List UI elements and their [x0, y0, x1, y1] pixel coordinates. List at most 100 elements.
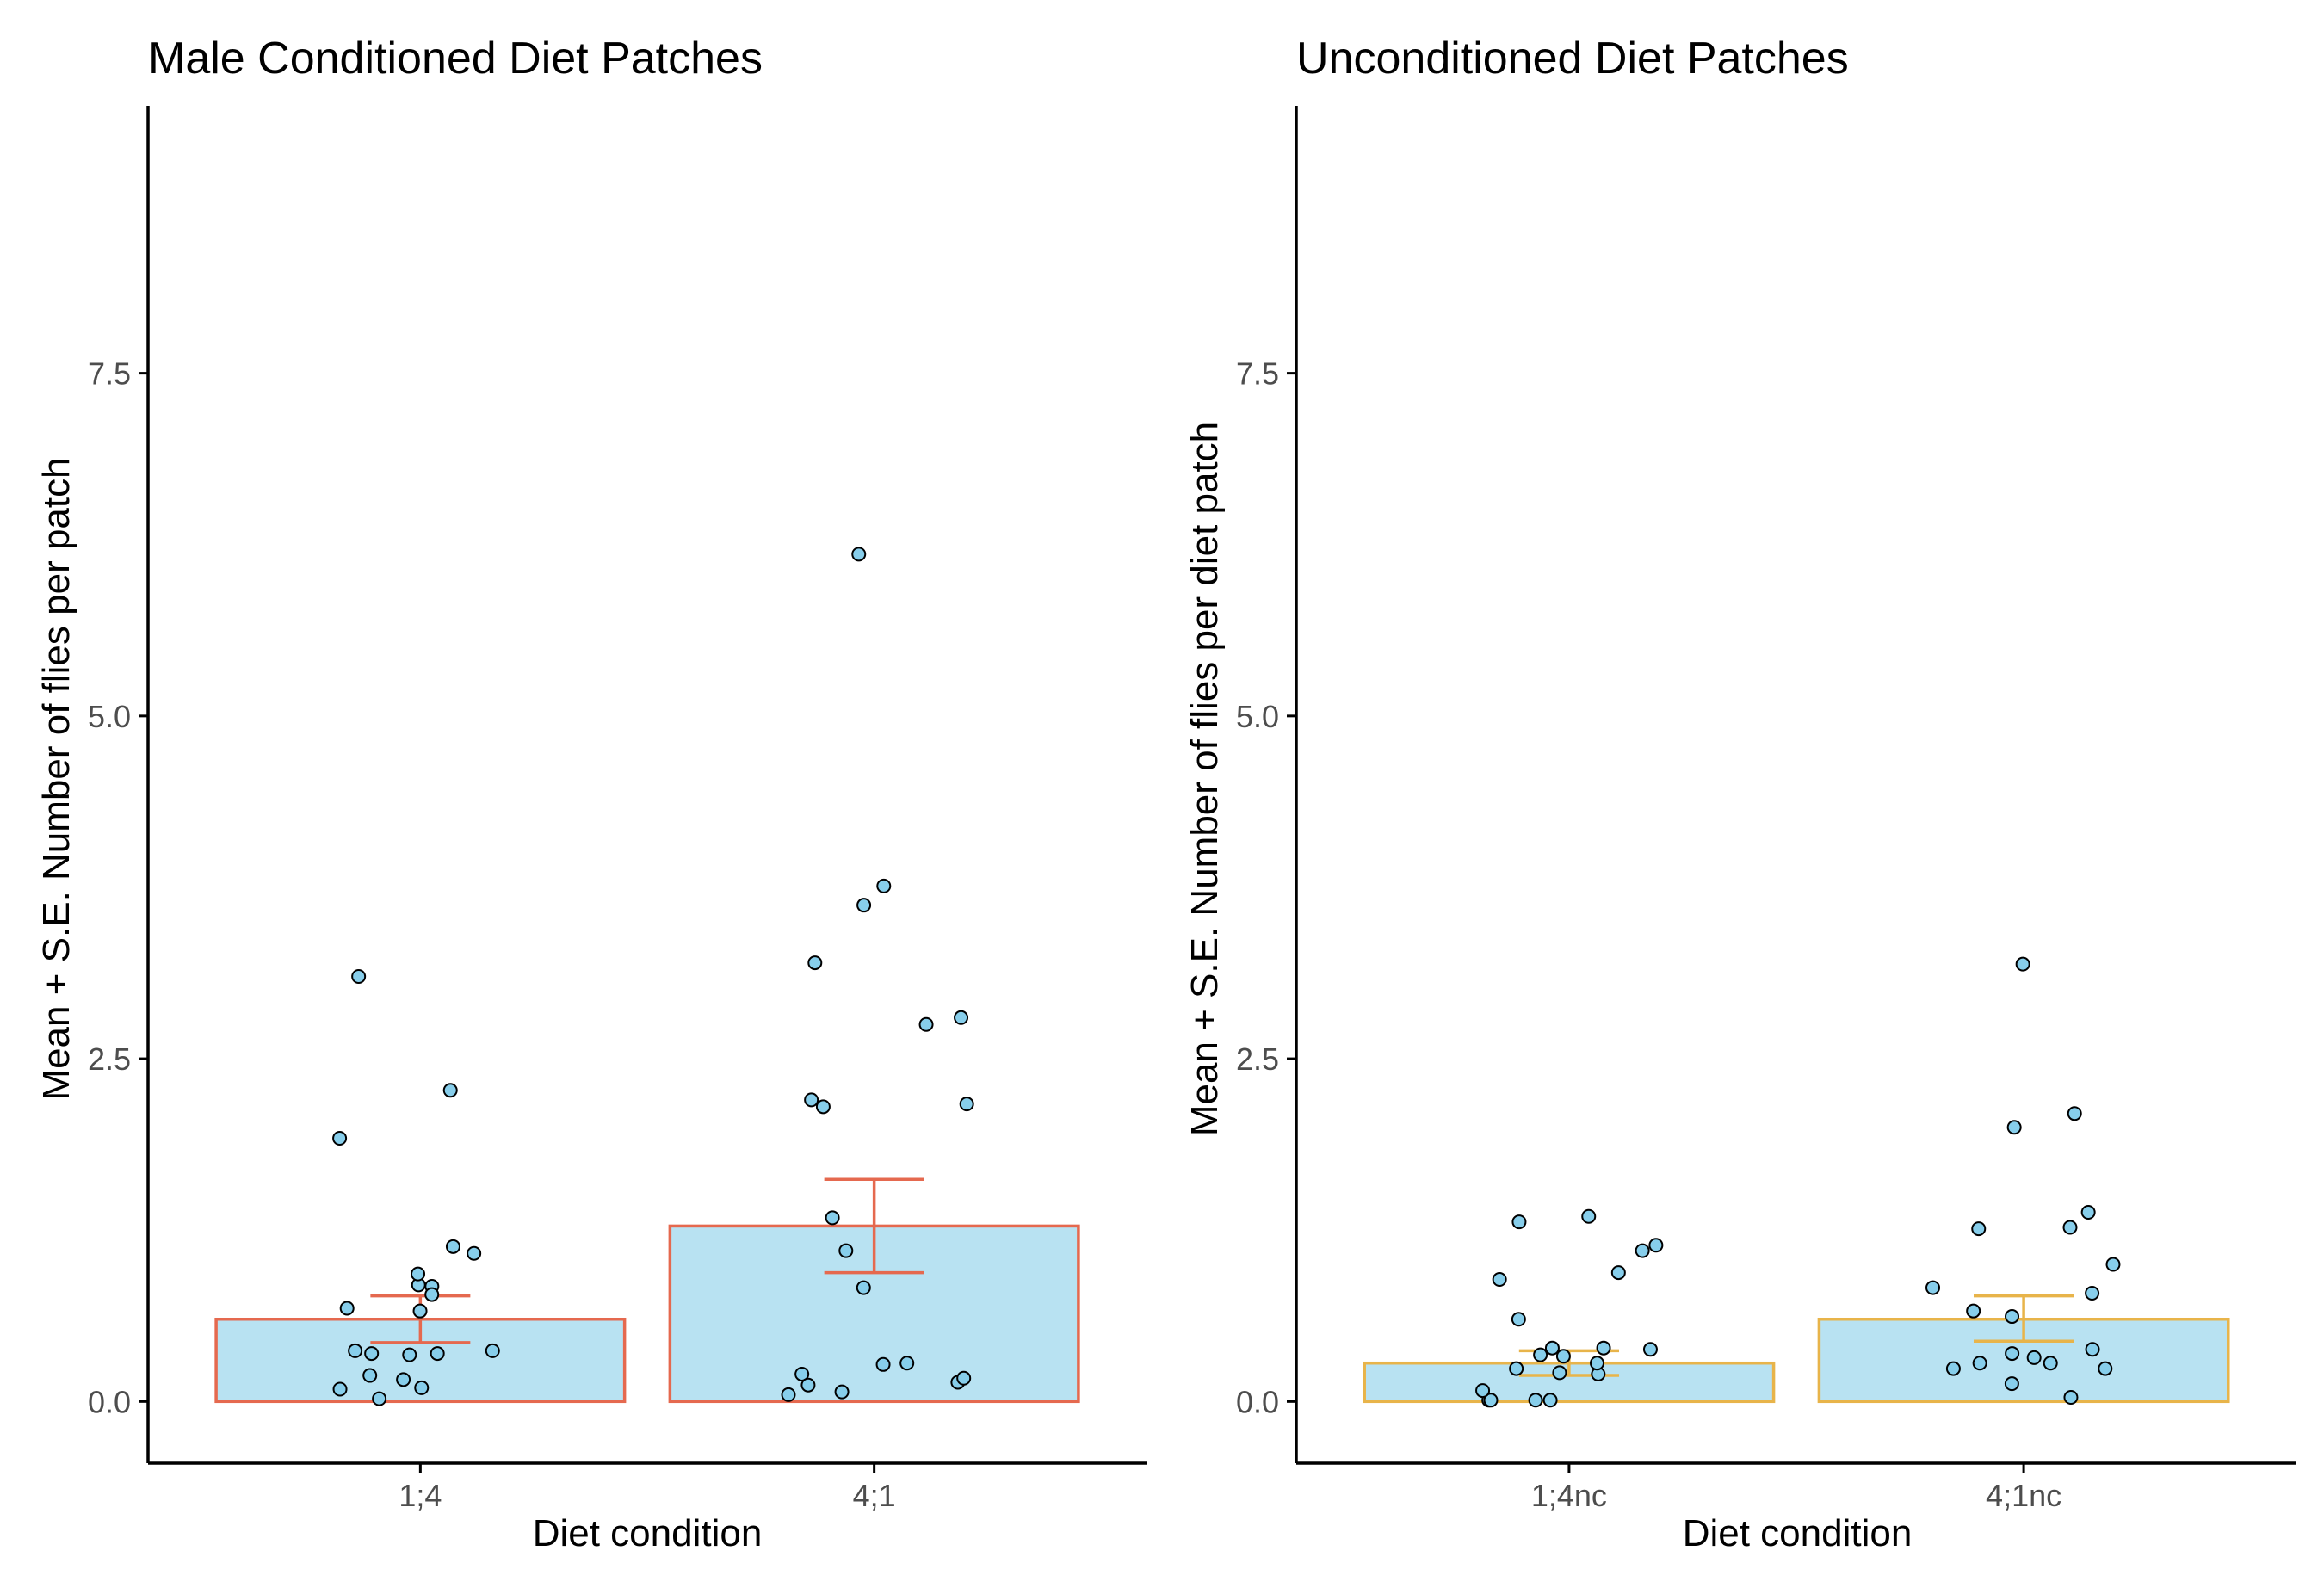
- data-point: [1642, 1342, 1658, 1357]
- data-point: [332, 1130, 348, 1146]
- data-point: [2080, 1204, 2096, 1220]
- plot-area: 0.0 2.5 5.0 7.5 1;4 4;1: [88, 106, 1147, 1513]
- data-point: [2004, 1376, 2019, 1392]
- data-point: [362, 1368, 378, 1383]
- data-point: [851, 547, 867, 562]
- data-point: [1511, 1312, 1526, 1327]
- y-tick-label: 7.5: [1236, 356, 1279, 392]
- data-point: [2043, 1356, 2058, 1371]
- data-point: [467, 1245, 482, 1261]
- data-point: [348, 1343, 363, 1358]
- data-point: [414, 1380, 430, 1395]
- data-point: [430, 1346, 445, 1362]
- data-point: [804, 1092, 819, 1108]
- x-axis-title: Diet condition: [1683, 1512, 1913, 1554]
- plot-area: 0.0 2.5 5.0 7.5 1;4nc 4;1nc: [1236, 106, 2296, 1513]
- data-point: [2026, 1350, 2042, 1365]
- data-point: [2005, 1346, 2020, 1362]
- data-point: [899, 1356, 915, 1371]
- data-point: [1555, 1349, 1571, 1364]
- data-point: [2062, 1220, 2078, 1235]
- data-point: [1648, 1238, 1664, 1253]
- data-point: [372, 1391, 387, 1406]
- data-point: [442, 1083, 458, 1098]
- data-point: [838, 1243, 854, 1258]
- data-point: [794, 1366, 810, 1381]
- data-point: [2063, 1390, 2079, 1406]
- x-tick-label: 4;1: [853, 1478, 896, 1513]
- y-tick-label: 0.0: [88, 1384, 131, 1419]
- data-point: [1589, 1356, 1604, 1371]
- data-point: [1492, 1272, 1507, 1288]
- error-bar-0: [370, 1294, 471, 1344]
- data-point: [485, 1343, 500, 1358]
- y-tick-label: 2.5: [88, 1041, 131, 1077]
- y-axis-title: Mean + S.E. Number of flies per diet pat…: [1184, 422, 1226, 1136]
- data-point: [411, 1266, 426, 1282]
- data-point: [954, 1010, 969, 1025]
- data-point: [1971, 1221, 1987, 1237]
- data-point: [956, 1370, 972, 1386]
- y-tick-label: 7.5: [88, 356, 131, 392]
- data-point: [2006, 1120, 2022, 1135]
- data-point: [800, 1377, 816, 1393]
- data-point: [918, 1016, 934, 1032]
- data-point: [2005, 1309, 2020, 1325]
- error-bar-1: [824, 1177, 924, 1275]
- data-point: [856, 1280, 871, 1295]
- data-point: [781, 1387, 796, 1402]
- x-axis-title: Diet condition: [533, 1512, 763, 1554]
- data-point: [807, 955, 823, 971]
- data-point: [1596, 1340, 1611, 1356]
- data-point: [339, 1301, 355, 1316]
- data-point: [875, 1356, 891, 1372]
- data-point: [1475, 1383, 1491, 1399]
- y-tick-label: 2.5: [1236, 1041, 1279, 1077]
- data-point: [1610, 1265, 1626, 1281]
- bar-0: [1363, 1361, 1776, 1404]
- data-point: [2098, 1361, 2113, 1376]
- y-tick-label: 0.0: [1236, 1384, 1279, 1419]
- data-point: [1972, 1356, 1987, 1371]
- y-axis-title: Mean + S.E. Number of flies per patch: [35, 457, 77, 1100]
- data-point: [856, 898, 872, 913]
- panel-male-conditioned: Male Conditioned Diet Patches Diet condi…: [35, 34, 1147, 1554]
- data-point: [825, 1210, 840, 1226]
- data-point: [1966, 1303, 1981, 1319]
- error-bar-1: [1973, 1294, 2074, 1343]
- data-point: [1552, 1365, 1567, 1381]
- data-point: [1581, 1208, 1597, 1224]
- data-point: [332, 1381, 348, 1397]
- x-tick-label: 1;4: [399, 1478, 442, 1513]
- data-point: [402, 1347, 417, 1362]
- data-point: [1511, 1214, 1527, 1230]
- data-point: [1945, 1361, 1961, 1376]
- data-point: [412, 1303, 428, 1319]
- chart-title: Unconditioned Diet Patches: [1296, 34, 1849, 83]
- data-point: [1925, 1280, 1941, 1295]
- data-point: [424, 1287, 440, 1302]
- data-point: [834, 1384, 850, 1400]
- data-point: [1509, 1361, 1524, 1376]
- data-point: [2067, 1106, 2082, 1121]
- data-point: [2085, 1342, 2100, 1357]
- panel-unconditioned: Unconditioned Diet Patches Diet conditio…: [1184, 34, 2296, 1554]
- data-point: [445, 1239, 460, 1254]
- data-point: [876, 878, 892, 893]
- data-point: [2015, 956, 2030, 972]
- x-tick-label: 4;1nc: [1986, 1478, 2061, 1513]
- data-point: [1544, 1340, 1560, 1356]
- data-point: [1533, 1347, 1548, 1362]
- data-point: [959, 1097, 974, 1112]
- data-point: [396, 1372, 411, 1387]
- data-point: [1528, 1393, 1543, 1408]
- data-point: [364, 1346, 380, 1362]
- y-tick-label: 5.0: [1236, 699, 1279, 734]
- y-tick-label: 5.0: [88, 699, 131, 734]
- data-point: [2105, 1257, 2121, 1272]
- chart-title: Male Conditioned Diet Patches: [148, 34, 763, 83]
- data-point: [351, 969, 367, 985]
- data-point: [1635, 1243, 1650, 1258]
- data-point: [1483, 1393, 1499, 1408]
